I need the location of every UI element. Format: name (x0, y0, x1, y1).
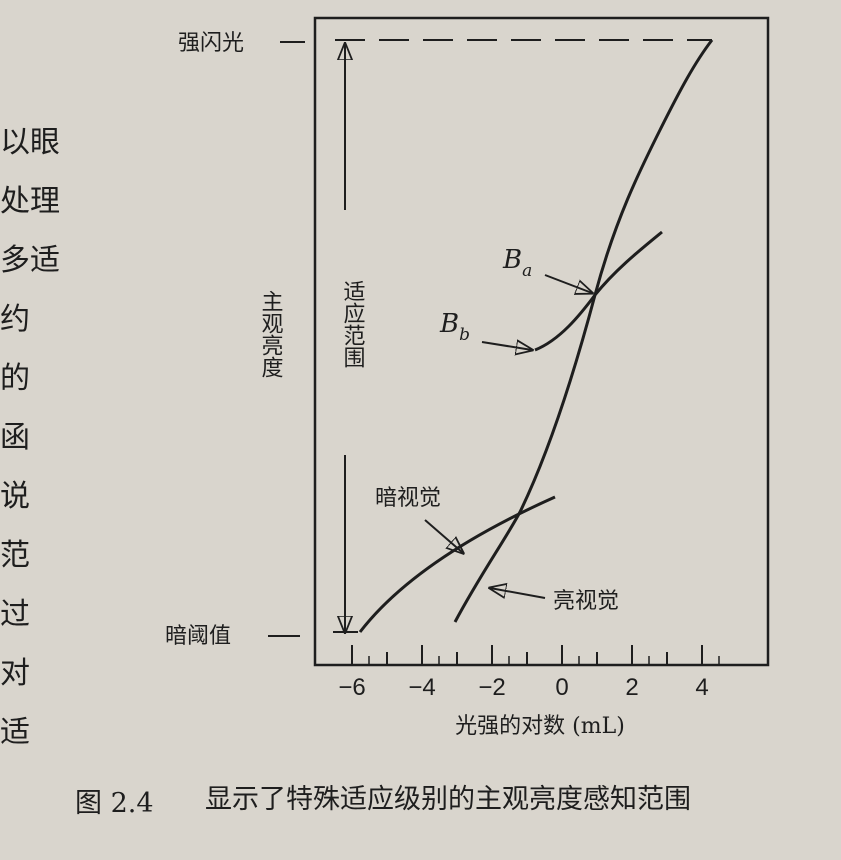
x-tick-label: −2 (478, 674, 505, 701)
scotopic-arrow (424, 519, 463, 553)
left-text-line: 的 (0, 361, 30, 396)
y-bottom-label: 暗阈值 (165, 624, 231, 649)
y-top-label: 强闪光 (178, 31, 244, 56)
scotopic-label: 暗视觉 (375, 486, 441, 511)
photopic-label: 亮视觉 (553, 589, 619, 614)
adaptation-curve (534, 230, 663, 352)
x-tick-label: −6 (338, 674, 365, 701)
x-tick-label: 4 (695, 674, 708, 701)
scotopic-curve (358, 495, 556, 633)
left-text-line: 函 (0, 420, 30, 455)
caption-number: 图 2.4 (75, 788, 154, 819)
left-text-line: 约 (0, 302, 30, 337)
left-text-line: 适 (0, 715, 30, 750)
left-text-line: 多适 (0, 243, 60, 278)
photopic-curve (453, 39, 714, 623)
bb-label: Bb (439, 309, 470, 345)
bb-arrow (481, 342, 532, 350)
x-tick-label: 2 (625, 674, 638, 701)
caption-text: 显示了特殊适应级别的主观亮度感知范围 (205, 784, 691, 815)
left-text-line: 说 (0, 479, 30, 514)
figure-frame (313, 16, 770, 667)
left-text-line: 过 (0, 597, 30, 632)
left-text-line: 处理 (0, 184, 60, 219)
x-axis: −6 −4 −2 0 2 4 (338, 645, 720, 701)
photopic-arrow (490, 588, 546, 598)
ba-label: Ba (502, 245, 532, 281)
x-tick-label: −4 (408, 674, 435, 701)
ba-arrow (544, 274, 592, 293)
range-label: 适应范围 (340, 280, 366, 368)
x-tick-label: 0 (555, 674, 568, 701)
y-axis-label: 主观亮度 (258, 290, 284, 378)
left-text-line: 对 (0, 656, 30, 691)
x-axis-label: 光强的对数 (mL) (455, 714, 625, 739)
left-text-line: 范 (0, 538, 30, 573)
left-text-line: 以眼 (0, 125, 60, 160)
